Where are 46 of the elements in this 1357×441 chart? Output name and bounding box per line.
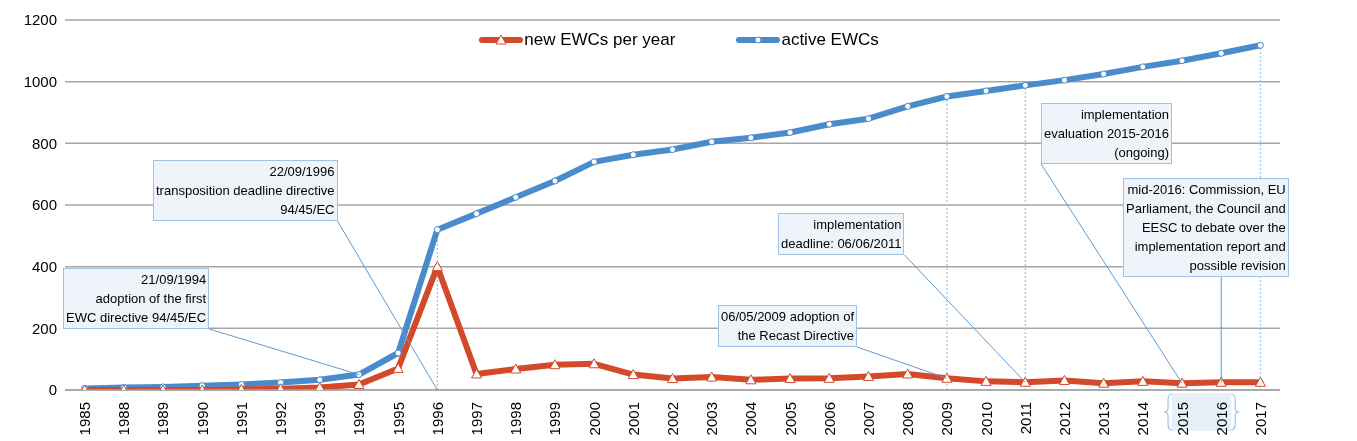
x-tick-label: 2011	[1016, 402, 1034, 435]
annotation: 21/09/1994 adoption of the first EWC directive 94/45/EC	[63, 268, 210, 329]
x-tick-label: 1997	[468, 402, 486, 436]
legend-label: active EWCs	[781, 30, 879, 50]
y-tick-label: 400	[31, 257, 57, 275]
x-tick-label: 2010	[977, 402, 995, 436]
annotation: implementation deadline: 06/06/2011	[778, 213, 905, 255]
x-tick-label: 2000	[585, 402, 603, 436]
x-tick-label: 2016	[1212, 402, 1230, 436]
y-tick-label: 600	[31, 196, 57, 214]
y-tick-label: 200	[31, 319, 57, 337]
annotation: 06/05/2009 adoption of the Recast Directive	[718, 305, 858, 347]
x-tick-label: 2006	[820, 402, 838, 436]
x-tick-label: 2009	[938, 402, 956, 436]
annotation: mid-2016: Commission, EU Parliament, the Council and EESC to debate over the implementation report and possible revision	[1123, 178, 1289, 277]
x-tick-label: 1990	[193, 402, 211, 436]
x-tick-label: 1985	[76, 402, 94, 436]
legend-label: new EWCs per year	[524, 30, 676, 50]
annotation: implementation evaluation 2015-2016 (ongoing)	[1041, 103, 1173, 164]
x-tick-label: 2005	[781, 402, 799, 436]
x-tick-label: 1992	[272, 402, 290, 436]
x-tick-label: 2017	[1251, 402, 1269, 436]
x-tick-label: 2007	[859, 402, 877, 436]
x-tick-label: 1995	[389, 402, 407, 436]
x-tick-label: 2003	[703, 402, 721, 436]
x-tick-label: 1996	[428, 402, 446, 436]
x-tick-label: 1999	[546, 402, 564, 436]
x-tick-label: 2013	[1095, 402, 1113, 436]
x-tick-label: 2001	[624, 402, 642, 436]
x-tick-label: 1994	[350, 402, 368, 436]
x-tick-label: 1993	[311, 402, 329, 436]
x-tick-label: 1989	[154, 402, 172, 436]
x-tick-label: 2012	[1055, 402, 1073, 436]
x-tick-label: 2008	[899, 402, 917, 436]
y-tick-label: 800	[31, 134, 57, 152]
x-tick-label: 2014	[1134, 402, 1152, 436]
x-tick-label: 1988	[115, 402, 133, 436]
x-tick-label: 2002	[664, 402, 681, 436]
x-tick-label: 1991	[232, 402, 250, 436]
x-tick-label: 2015	[1173, 402, 1191, 436]
annotation: 22/09/1996 transposition deadline directive 94/45/EC	[153, 160, 338, 221]
y-tick-label: 0	[48, 381, 57, 399]
y-tick-label: 1200	[23, 11, 57, 29]
y-tick-label: 1000	[23, 72, 57, 90]
x-tick-label: 2004	[742, 402, 760, 436]
x-tick-label: 1998	[507, 402, 525, 436]
